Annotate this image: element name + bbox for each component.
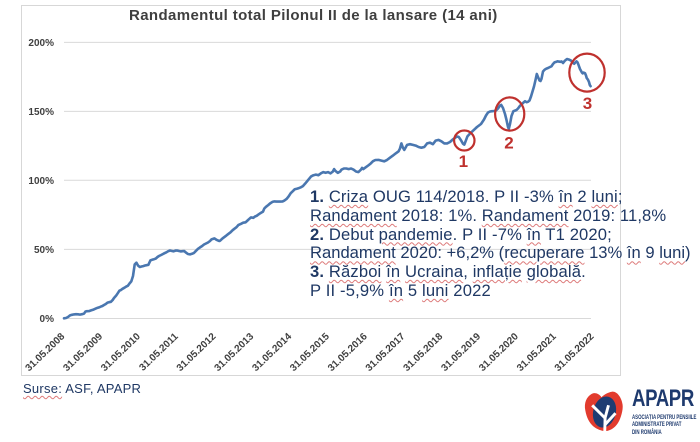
svg-text:31.05.2011: 31.05.2011 bbox=[137, 331, 181, 374]
svg-text:2: 2 bbox=[504, 133, 513, 152]
svg-text:31.05.2015: 31.05.2015 bbox=[288, 331, 332, 374]
svg-text:3: 3 bbox=[583, 94, 592, 113]
svg-text:31.05.2008: 31.05.2008 bbox=[24, 331, 68, 374]
svg-text:1: 1 bbox=[459, 152, 468, 171]
svg-text:31.05.2019: 31.05.2019 bbox=[439, 331, 483, 374]
svg-text:31.05.2016: 31.05.2016 bbox=[326, 331, 370, 374]
svg-text:31.05.2010: 31.05.2010 bbox=[99, 331, 143, 374]
svg-text:31.05.2021: 31.05.2021 bbox=[515, 331, 559, 374]
svg-text:31.05.2014: 31.05.2014 bbox=[250, 331, 294, 374]
svg-text:31.05.2009: 31.05.2009 bbox=[61, 331, 105, 374]
svg-text:31.05.2012: 31.05.2012 bbox=[175, 331, 219, 374]
svg-text:31.05.2018: 31.05.2018 bbox=[402, 331, 446, 374]
svg-text:31.05.2020: 31.05.2020 bbox=[477, 331, 521, 374]
svg-text:31.05.2013: 31.05.2013 bbox=[213, 331, 257, 374]
svg-text:31.05.2017: 31.05.2017 bbox=[364, 331, 408, 374]
svg-text:31.05.2022: 31.05.2022 bbox=[553, 331, 597, 374]
